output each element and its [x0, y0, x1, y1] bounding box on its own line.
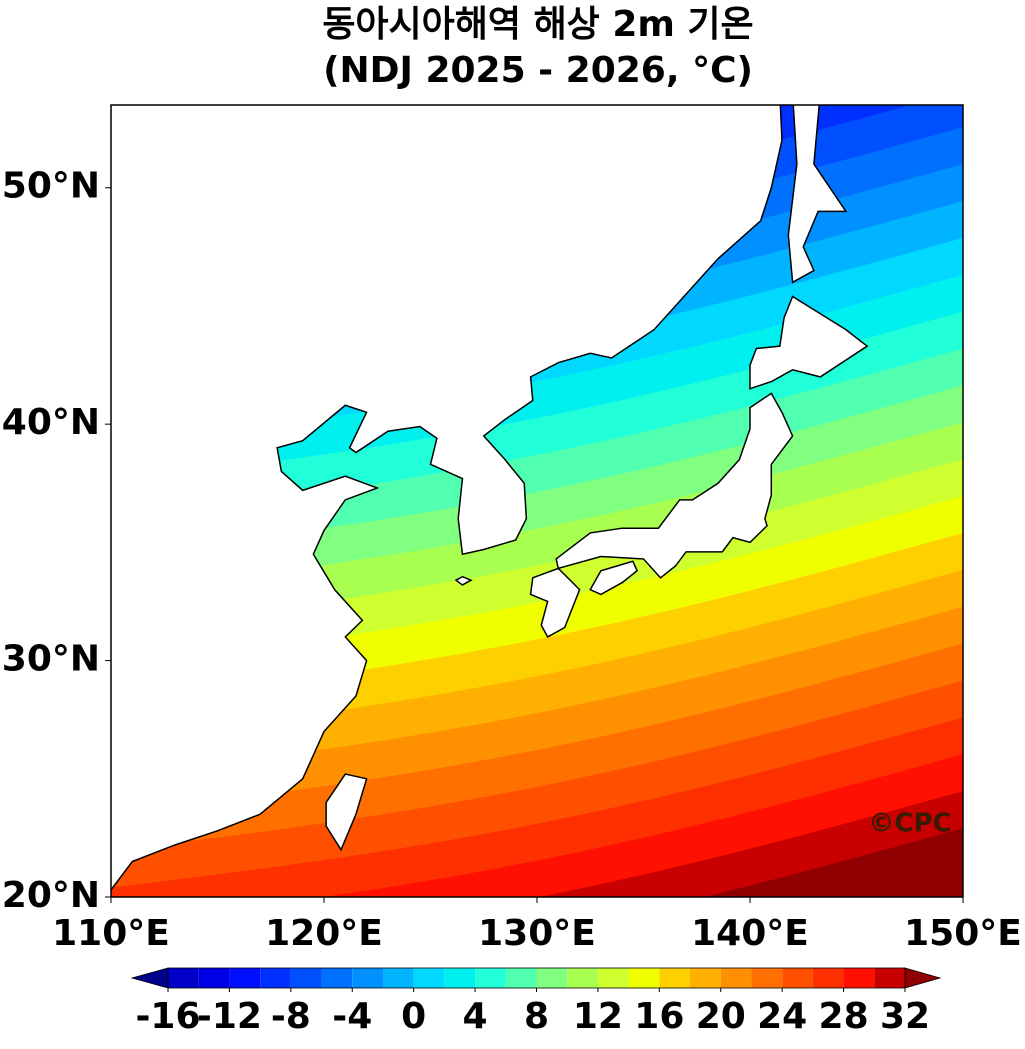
colorbar-tick-label: 32 — [880, 996, 930, 1037]
title: 동아시아해역 해상 2m 기온 — [322, 4, 753, 45]
colorbar-tick-label: 28 — [819, 996, 869, 1037]
colorbar-under — [130, 967, 169, 989]
colorbar-segment — [567, 968, 598, 988]
colorbar-segment — [444, 968, 476, 988]
colorbar-segment — [874, 968, 905, 988]
y-tick-label: 40°N — [2, 402, 100, 443]
colorbar-segment — [321, 968, 353, 988]
colorbar-segment — [505, 968, 537, 988]
y-tick-label: 30°N — [2, 639, 100, 680]
colorbar-tick-label: -12 — [197, 996, 262, 1037]
landmass — [111, 105, 783, 891]
x-tick-label: 120°E — [265, 913, 383, 954]
colorbar-segment — [260, 968, 291, 988]
colorbar-tick-label: 8 — [524, 996, 549, 1037]
colorbar-tick-label: 24 — [757, 996, 807, 1037]
colorbar-tick-label: 0 — [401, 996, 426, 1037]
colorbar-tick-label: 4 — [463, 996, 488, 1037]
x-tick-label: 130°E — [478, 913, 596, 954]
colorbar-segment — [843, 968, 875, 988]
x-tick-label: 140°E — [691, 913, 809, 954]
landmass — [589, 560, 639, 596]
colorbar-segment — [751, 968, 783, 988]
colorbar-segment — [720, 968, 752, 988]
landmass — [529, 567, 581, 638]
colorbar-segment — [812, 968, 844, 988]
colorbar-segment — [536, 968, 568, 988]
colorbar-segment — [229, 968, 261, 988]
colorbar-segment — [659, 968, 691, 988]
x-tick-label: 110°E — [52, 913, 170, 954]
colorbar-segment — [290, 968, 322, 988]
subtitle: (NDJ 2025 - 2026, °C) — [323, 50, 753, 91]
colorbar-segment — [382, 968, 414, 988]
watermark: ©CPC — [868, 809, 951, 839]
colorbar-segment — [198, 968, 230, 988]
land — [111, 105, 869, 891]
band — [704, 827, 963, 897]
landmass — [555, 392, 794, 579]
colorbar-segment — [782, 968, 813, 988]
colorbar-tick-label: 20 — [696, 996, 746, 1037]
landmass — [454, 575, 473, 586]
colorbar-tick-label: -4 — [332, 996, 372, 1037]
colorbar-segment — [690, 968, 721, 988]
colorbar-segment — [168, 968, 199, 988]
colorbar-segment — [352, 968, 383, 988]
landmass — [325, 773, 368, 852]
colorbar-tick-label: -16 — [135, 996, 200, 1037]
colorbar-segment — [475, 968, 506, 988]
colorbar-over — [904, 967, 942, 989]
y-tick-label: 20°N — [2, 875, 100, 916]
landmass — [749, 295, 869, 390]
y-tick-label: 50°N — [2, 166, 100, 207]
colorbar-segment — [628, 968, 660, 988]
x-tick-label: 150°E — [904, 913, 1022, 954]
landmass — [787, 105, 848, 284]
colorbar-tick-label: 12 — [573, 996, 623, 1037]
colorbar-tick-label: -8 — [271, 996, 311, 1037]
colorbar-tick-label: 16 — [634, 996, 684, 1037]
colorbar-segment — [413, 968, 445, 988]
colorbar-segment — [597, 968, 629, 988]
